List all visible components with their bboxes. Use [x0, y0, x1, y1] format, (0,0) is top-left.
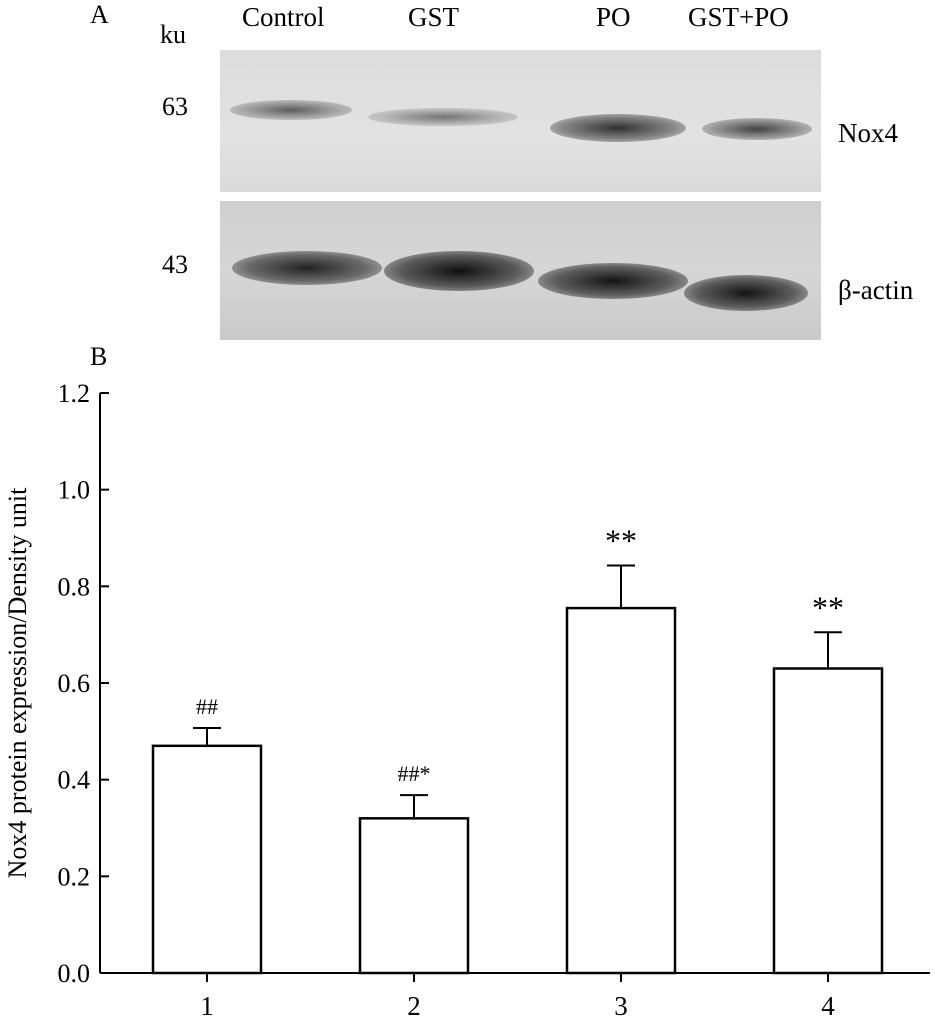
x-tick-label-2: 2: [407, 991, 421, 1021]
nox4-band-gst-po: [702, 118, 812, 140]
lane-label-po: PO: [596, 2, 631, 32]
nox4-blot-image: [220, 50, 821, 192]
actin-band-po: [538, 263, 688, 299]
x-tick-label-1: 1: [200, 991, 214, 1021]
y-tick-label-6: 1.2: [58, 379, 91, 408]
y-tick-label-0: 0.0: [58, 959, 91, 988]
bar-2: [358, 817, 470, 975]
significance-label-2: ##*: [398, 761, 431, 786]
nox4-blot-label: Nox4: [838, 118, 898, 148]
panel-b-label: B: [90, 342, 108, 371]
nox4-bar-chart: 0.0 0.2 0.4 0.6 0.8 1.0 1.2 Nox4 protein expres…: [3, 379, 930, 1021]
beta-actin-blot-image: [220, 201, 821, 340]
y-tick-label-3: 0.6: [58, 669, 91, 698]
nox4-band-control: [230, 100, 352, 120]
nox4-band-gst: [368, 108, 518, 126]
y-tick-label-1: 0.2: [58, 862, 91, 891]
actin-band-gst: [384, 251, 534, 291]
beta-actin-blot-label: β-actin: [838, 275, 914, 305]
bar-3: [565, 606, 677, 975]
actin-band-control: [232, 251, 382, 285]
y-tick-label-2: 0.4: [58, 766, 91, 795]
y-tick-label-5: 1.0: [58, 476, 91, 505]
mw-63-label: 63: [162, 92, 188, 121]
nox4-band-po: [550, 114, 686, 142]
x-tick-label-3: 3: [614, 991, 628, 1021]
lane-label-gst-po: GST+PO: [688, 2, 789, 32]
lane-label-control: Control: [242, 2, 325, 32]
bar-1: [151, 744, 263, 975]
mw-43-label: 43: [162, 250, 188, 279]
y-axis-label: Nox4 protein expression/Density unit: [3, 487, 32, 878]
ku-unit-label: ku: [160, 20, 186, 49]
significance-label-1: ##: [196, 694, 218, 719]
actin-band-gst-po: [684, 275, 808, 311]
significance-label-3: **: [605, 523, 637, 559]
y-tick-label-4: 0.8: [58, 572, 91, 601]
lane-label-gst: GST: [408, 2, 460, 32]
bar-4: [772, 667, 884, 975]
panel-a-label: A: [90, 0, 109, 29]
x-tick-label-4: 4: [821, 991, 835, 1021]
significance-label-4: **: [812, 589, 844, 625]
